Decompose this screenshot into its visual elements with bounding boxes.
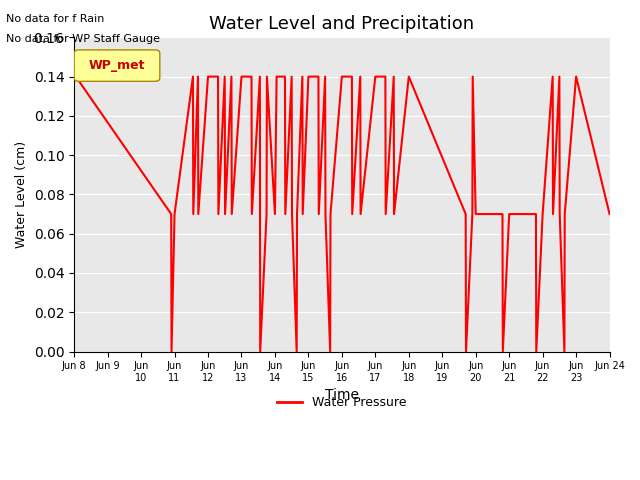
Text: No data for f Rain: No data for f Rain — [6, 14, 105, 24]
Text: No data for WP Staff Gauge: No data for WP Staff Gauge — [6, 34, 161, 44]
Title: Water Level and Precipitation: Water Level and Precipitation — [209, 15, 474, 33]
Y-axis label: Water Level (cm): Water Level (cm) — [15, 141, 28, 248]
Legend: Water Pressure: Water Pressure — [272, 391, 412, 414]
FancyBboxPatch shape — [74, 50, 160, 81]
Text: WP_met: WP_met — [89, 59, 145, 72]
X-axis label: Time: Time — [325, 388, 359, 402]
